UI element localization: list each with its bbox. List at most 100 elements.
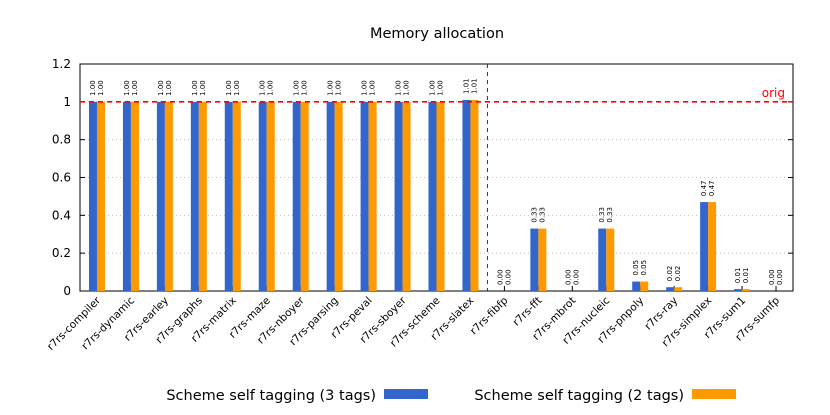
bar-two-tags-r7rs-earley — [164, 101, 173, 291]
bar-two-tags-r7rs-simplex — [708, 202, 717, 291]
orig-reference-label: orig — [762, 86, 785, 100]
bar-three-tags-r7rs-nboyer — [292, 101, 301, 291]
data-label: 0.00 — [572, 269, 580, 285]
reference-line: orig — [80, 86, 793, 103]
bar-three-tags-r7rs-peval — [360, 101, 369, 291]
x-tick-labels: r7rs-compilerr7rs-dynamicr7rs-earleyr7rs… — [45, 294, 782, 353]
data-label: 1.00 — [89, 80, 97, 96]
data-label: 1.00 — [259, 80, 267, 96]
data-label: 1.00 — [165, 80, 173, 96]
bar-two-tags-r7rs-parsing — [334, 101, 343, 291]
bar-two-tags-r7rs-sboyer — [402, 101, 411, 291]
y-tick-label: 0.6 — [52, 171, 71, 185]
data-label: 0.47 — [708, 180, 716, 196]
data-label: 1.00 — [199, 80, 207, 96]
data-label: 1.01 — [470, 78, 478, 94]
data-label: 1.00 — [293, 80, 301, 96]
data-label: 1.00 — [267, 80, 275, 96]
data-label: 1.00 — [123, 80, 131, 96]
data-label: 0.00 — [776, 269, 784, 285]
data-label: 1.00 — [429, 80, 437, 96]
data-label: 1.00 — [97, 80, 105, 96]
data-label: 1.00 — [335, 80, 343, 96]
bar-three-tags-r7rs-scheme — [428, 101, 437, 291]
data-label: 0.47 — [700, 180, 708, 196]
data-label: 1.00 — [395, 80, 403, 96]
y-tick-label: 0.2 — [52, 246, 71, 260]
bar-two-tags-r7rs-compiler — [96, 101, 105, 291]
y-tick-label: 1.2 — [52, 57, 71, 71]
legend-label-three-tags: Scheme self tagging (3 tags) — [166, 388, 376, 404]
bar-two-tags-r7rs-nboyer — [300, 101, 309, 291]
bar-three-tags-r7rs-ray — [666, 287, 675, 291]
data-label: 0.00 — [768, 269, 776, 285]
bar-three-tags-r7rs-sboyer — [394, 101, 403, 291]
bar-two-tags-r7rs-sum1 — [742, 289, 751, 291]
bar-two-tags-r7rs-graphs — [198, 101, 207, 291]
chart-title: Memory allocation — [370, 26, 504, 42]
data-label: 0.33 — [530, 207, 538, 223]
bar-three-tags-r7rs-fft — [530, 228, 539, 291]
y-tick-label: 0 — [63, 284, 71, 298]
bars — [88, 99, 751, 291]
data-label: 0.00 — [496, 269, 504, 285]
data-label: 1.00 — [403, 80, 411, 96]
bar-two-tags-r7rs-peval — [368, 101, 377, 291]
data-label: 1.00 — [131, 80, 139, 96]
data-label: 0.02 — [666, 266, 674, 282]
bar-three-tags-r7rs-parsing — [326, 101, 335, 291]
bar-two-tags-r7rs-slatex — [470, 99, 479, 291]
bar-two-tags-r7rs-matrix — [232, 101, 241, 291]
x-tick-label: r7rs-fibfp — [468, 294, 511, 337]
data-labels: 1.00 1.00 1.00 1.00 1.00 1.00 1.00 1.00 1.00 1.00… — [89, 78, 784, 285]
bar-three-tags-r7rs-matrix — [224, 101, 233, 291]
data-label: 1.00 — [157, 80, 165, 96]
data-label: 0.33 — [606, 207, 614, 223]
bar-three-tags-r7rs-dynamic — [122, 101, 131, 291]
bar-two-tags-r7rs-maze — [266, 101, 275, 291]
data-label: 0.00 — [564, 269, 572, 285]
bar-three-tags-r7rs-maze — [258, 101, 267, 291]
data-label: 0.33 — [538, 207, 546, 223]
bar-two-tags-r7rs-nucleic — [606, 228, 615, 291]
data-label: 1.00 — [301, 80, 309, 96]
bar-three-tags-r7rs-earley — [156, 101, 165, 291]
legend-swatch-two-tags — [692, 389, 736, 399]
bar-two-tags-r7rs-fft — [538, 228, 547, 291]
data-label: 1.00 — [233, 80, 241, 96]
bar-three-tags-r7rs-slatex — [462, 99, 471, 291]
data-label: 1.00 — [327, 80, 335, 96]
y-tick-label: 0.8 — [52, 133, 71, 147]
data-label: 0.05 — [632, 260, 640, 276]
bar-two-tags-r7rs-scheme — [436, 101, 445, 291]
y-tick-label: 0.4 — [52, 208, 71, 222]
bar-three-tags-r7rs-compiler — [88, 101, 97, 291]
data-label: 1.01 — [462, 78, 470, 94]
data-label: 1.00 — [225, 80, 233, 96]
legend: Scheme self tagging (3 tags) Scheme self … — [166, 388, 736, 404]
bar-two-tags-r7rs-pnpoly — [640, 281, 649, 291]
bar-three-tags-r7rs-nucleic — [598, 228, 607, 291]
data-label: 0.02 — [674, 266, 682, 282]
axes: 0 0.2 0.4 0.6 0.8 1 1.2 — [52, 57, 794, 298]
legend-label-two-tags: Scheme self tagging (2 tags) — [474, 388, 684, 404]
data-label: 0.01 — [742, 268, 750, 284]
x-tick-label: r7rs-fft — [511, 295, 545, 329]
data-label: 0.00 — [504, 269, 512, 285]
bar-two-tags-r7rs-dynamic — [130, 101, 139, 291]
bar-three-tags-r7rs-sum1 — [734, 289, 743, 291]
data-label: 1.00 — [437, 80, 445, 96]
bar-two-tags-r7rs-ray — [674, 287, 683, 291]
legend-swatch-three-tags — [384, 389, 428, 399]
data-label: 0.05 — [640, 260, 648, 276]
data-label: 0.33 — [598, 207, 606, 223]
data-label: 0.01 — [734, 268, 742, 284]
data-label: 1.00 — [369, 80, 377, 96]
y-tick-label: 1 — [63, 95, 71, 109]
data-label: 1.00 — [361, 80, 369, 96]
bar-three-tags-r7rs-simplex — [700, 202, 709, 291]
bar-three-tags-r7rs-pnpoly — [632, 281, 641, 291]
data-label: 1.00 — [191, 80, 199, 96]
bar-three-tags-r7rs-graphs — [190, 101, 199, 291]
